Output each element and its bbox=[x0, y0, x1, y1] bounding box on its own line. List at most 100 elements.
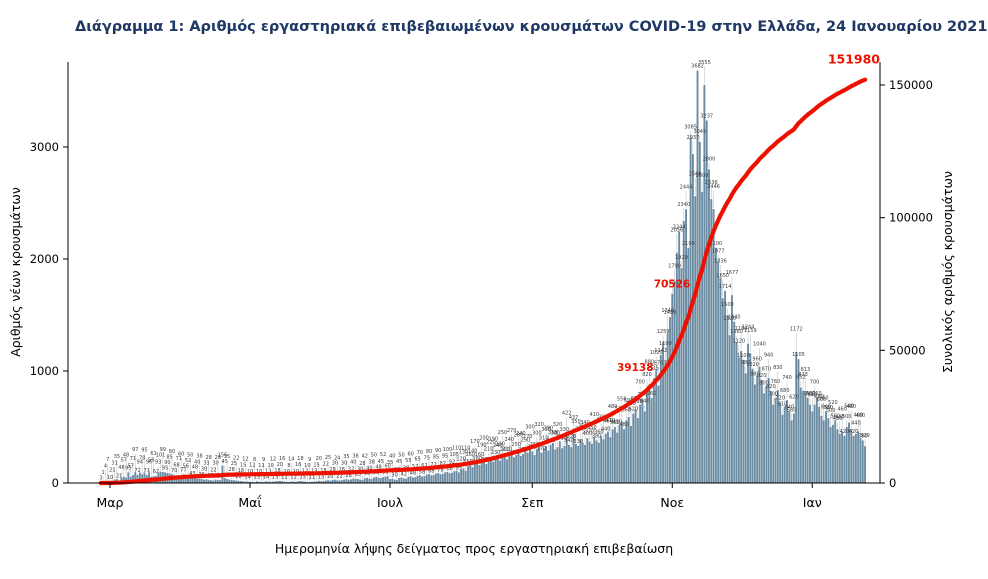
bar-value-label: 340 bbox=[580, 420, 590, 426]
bar-value-label: 80 bbox=[169, 449, 175, 455]
daily-cases-bar bbox=[347, 479, 350, 483]
bar-value-label: 71 bbox=[144, 468, 150, 474]
x-tick-label: Μαρ bbox=[97, 495, 124, 510]
daily-cases-bar bbox=[379, 477, 382, 483]
bar-value-label: 400 bbox=[583, 431, 593, 437]
daily-cases-bar bbox=[829, 427, 832, 483]
daily-cases-bar bbox=[641, 399, 644, 483]
bar-value-label: 15 bbox=[318, 474, 324, 480]
bar-value-label: 190 bbox=[477, 443, 487, 449]
daily-cases-bar bbox=[138, 472, 141, 483]
bar-value-label: 78 bbox=[437, 467, 443, 473]
bar-value-label: 160 bbox=[466, 452, 476, 458]
daily-cases-bar bbox=[258, 481, 261, 483]
y-left-tick-label: 1000 bbox=[30, 364, 59, 378]
bar-value-label: 320 bbox=[567, 434, 577, 440]
daily-cases-bar bbox=[703, 84, 706, 483]
chart-title: Διάγραμμα 1: Αριθμός εργαστηριακά επιβεβ… bbox=[75, 19, 987, 35]
daily-cases-bar bbox=[180, 476, 183, 483]
daily-cases-bar bbox=[710, 198, 713, 483]
daily-cases-bar bbox=[790, 420, 793, 483]
bar-value-label: 1172 bbox=[790, 327, 803, 333]
daily-cases-bar bbox=[845, 427, 848, 483]
daily-cases-bar bbox=[473, 463, 476, 483]
daily-cases-bar bbox=[781, 414, 784, 483]
bar-value-label: 600 bbox=[817, 397, 827, 403]
bar-value-label: 35 bbox=[114, 454, 120, 460]
daily-cases-bar bbox=[216, 479, 219, 483]
bar-value-label: 3045 bbox=[693, 129, 706, 135]
bar-value-label: 1650 bbox=[716, 273, 729, 279]
daily-cases-bar bbox=[136, 474, 139, 483]
bar-value-label: 620 bbox=[628, 407, 638, 413]
daily-cases-bar bbox=[717, 261, 720, 483]
daily-cases-bar bbox=[455, 470, 458, 483]
bar-value-label: 560 bbox=[622, 407, 632, 413]
daily-cases-bar bbox=[471, 467, 474, 483]
daily-cases-bar bbox=[820, 415, 823, 483]
bar-value-label: 852 bbox=[796, 375, 806, 381]
daily-cases-bar bbox=[659, 355, 662, 483]
bar-value-label: 320 bbox=[553, 422, 563, 428]
bar-value-label: 35 bbox=[343, 454, 349, 460]
daily-cases-bar bbox=[533, 455, 536, 483]
bar-value-label: 80 bbox=[426, 449, 432, 455]
bar-value-label: 72 bbox=[134, 468, 140, 474]
daily-cases-bar bbox=[184, 476, 187, 483]
daily-cases-bar bbox=[464, 470, 467, 483]
daily-cases-bar bbox=[122, 476, 125, 483]
daily-cases-bar bbox=[836, 429, 839, 483]
daily-cases-bar bbox=[735, 341, 738, 483]
daily-cases-bar bbox=[377, 477, 380, 483]
daily-cases-bar bbox=[416, 475, 419, 483]
daily-cases-bar bbox=[864, 446, 866, 483]
daily-cases-bar bbox=[327, 480, 329, 483]
bar-value-label: 28 bbox=[215, 455, 221, 461]
x-tick-label: Νοε bbox=[660, 495, 684, 510]
cumulative-annotation: 151980 bbox=[828, 52, 880, 67]
daily-cases-bar bbox=[834, 420, 837, 483]
bar-value-label: 97 bbox=[132, 447, 138, 453]
bar-value-label: 450 bbox=[612, 420, 622, 426]
bar-value-label: 18 bbox=[274, 468, 280, 474]
bar-value-label: 30 bbox=[391, 473, 397, 479]
daily-cases-bar bbox=[512, 457, 515, 483]
daily-cases-bar bbox=[616, 432, 619, 483]
daily-cases-bar bbox=[831, 424, 834, 483]
daily-cases-bar bbox=[510, 452, 513, 483]
bar-value-label: 700 bbox=[768, 392, 778, 398]
daily-cases-bar bbox=[671, 293, 674, 483]
bar-value-label: 700 bbox=[810, 380, 820, 386]
daily-cases-bar bbox=[861, 440, 864, 483]
daily-cases-bar bbox=[210, 480, 212, 483]
daily-cases-bar bbox=[508, 456, 511, 483]
bar-value-label: 9 bbox=[308, 457, 311, 463]
bar-value-label: 460 bbox=[853, 412, 863, 418]
bar-value-label: 140 bbox=[468, 448, 478, 454]
bar-value-label: 28 bbox=[329, 467, 335, 473]
daily-cases-bar bbox=[825, 411, 827, 483]
bar-value-label: 2937 bbox=[687, 135, 700, 141]
daily-cases-bar bbox=[372, 477, 375, 483]
daily-cases-bar bbox=[453, 471, 456, 483]
bar-value-label: 22 bbox=[336, 474, 342, 480]
bar-value-label: 92 bbox=[449, 460, 455, 466]
daily-cases-bar bbox=[698, 141, 701, 483]
bar-value-label: 40 bbox=[194, 460, 200, 466]
daily-cases-bar bbox=[143, 472, 146, 483]
daily-cases-bar bbox=[545, 446, 547, 483]
bar-value-label: 50 bbox=[398, 452, 404, 458]
daily-cases-bar bbox=[669, 317, 671, 483]
bar-value-label: 358 bbox=[548, 430, 558, 436]
bar-value-label: 520 bbox=[828, 400, 838, 406]
bar-value-label: 2560 bbox=[689, 171, 702, 177]
daily-cases-bar bbox=[742, 359, 745, 483]
bar-value-label: 240 bbox=[505, 437, 515, 443]
daily-cases-bar bbox=[627, 416, 630, 483]
daily-cases-bar bbox=[854, 433, 857, 483]
bar-value-label: 2444 bbox=[680, 184, 693, 190]
daily-cases-bar bbox=[625, 420, 628, 483]
daily-cases-bar bbox=[400, 477, 403, 483]
daily-cases-bar bbox=[448, 473, 451, 483]
